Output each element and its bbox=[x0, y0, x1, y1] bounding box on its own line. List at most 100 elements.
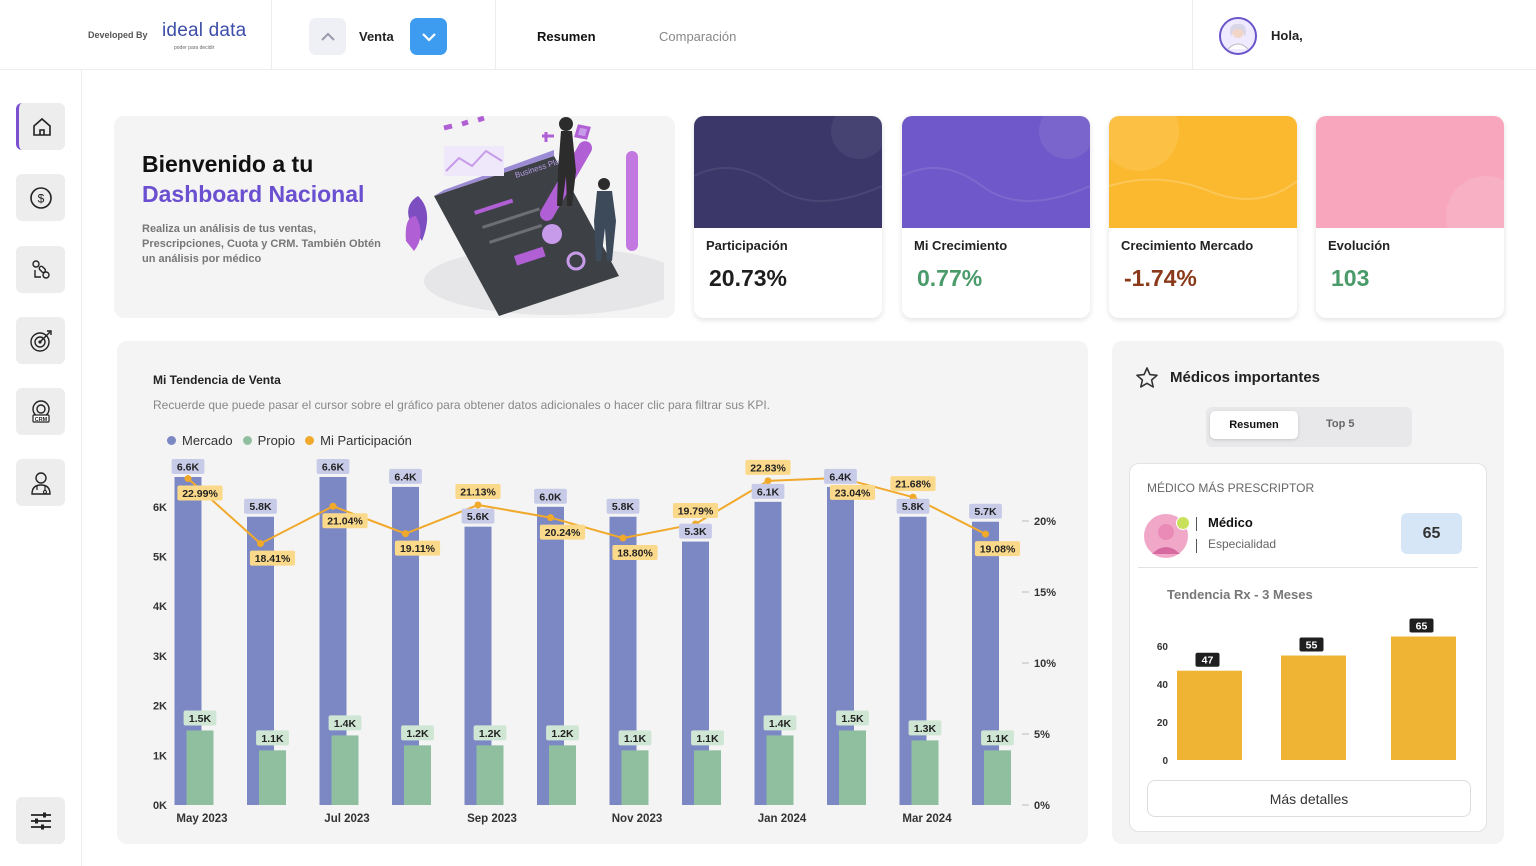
kpi-card-crecimiento-mercado[interactable]: Crecimiento Mercado -1.74% bbox=[1109, 116, 1297, 318]
welcome-card: Bienvenido a tu Dashboard Nacional Reali… bbox=[114, 116, 675, 318]
sidebar-item-home[interactable] bbox=[16, 103, 65, 150]
data-label-mercado-bg bbox=[606, 498, 640, 514]
data-label-mercado: 6.6K bbox=[177, 461, 200, 473]
data-label-propio-bg bbox=[618, 730, 652, 746]
doctor-rx-count: 65 bbox=[1401, 513, 1462, 554]
legend-marker bbox=[167, 436, 176, 445]
kpi-card-evolucion[interactable]: Evolución 103 bbox=[1316, 116, 1504, 318]
data-label-mercado-bg bbox=[316, 458, 350, 474]
sidebar-item-cuota[interactable] bbox=[16, 317, 65, 364]
bar-propio bbox=[766, 735, 794, 805]
data-label-participacion: 22.83% bbox=[750, 462, 786, 474]
sidebar-item-crm[interactable]: CRM bbox=[16, 388, 65, 435]
rx-trend-title: Tendencia Rx - 3 Meses bbox=[1167, 587, 1313, 602]
sidebar-item-ventas[interactable]: $ bbox=[16, 174, 65, 221]
sidebar-item-prescripciones[interactable] bbox=[16, 246, 65, 293]
point-participacion bbox=[619, 534, 627, 542]
data-label-propio-bg bbox=[763, 715, 797, 731]
data-label-mercado: 5.8K bbox=[249, 501, 272, 513]
next-section-button[interactable] bbox=[410, 18, 447, 55]
data-label-propio: 1.5K bbox=[189, 713, 212, 725]
data-label-mercado: 5.7K bbox=[974, 506, 997, 518]
bar-propio bbox=[984, 750, 1011, 805]
data-label-participacion: 19.79% bbox=[678, 505, 714, 517]
medicos-panel: Médicos importantes Resumen Top 5 MÉDICO… bbox=[1112, 341, 1504, 844]
data-label-propio-bg bbox=[908, 720, 942, 736]
bar-rx bbox=[1391, 636, 1456, 760]
kpi-title: Participación bbox=[706, 238, 788, 253]
data-label-propio: 1.2K bbox=[551, 728, 574, 740]
data-label-propio: 1.5K bbox=[841, 713, 864, 725]
legend-item-propio[interactable]: Propio bbox=[242, 433, 295, 448]
data-label-participacion-bg bbox=[829, 484, 876, 500]
data-label-mercado: 5.8K bbox=[612, 501, 635, 513]
data-label-participacion: 22.99% bbox=[182, 488, 218, 500]
data-label-propio: 1.1K bbox=[624, 733, 647, 745]
divider bbox=[1138, 567, 1478, 568]
wave-decoration bbox=[694, 116, 882, 202]
legend-marker bbox=[305, 436, 315, 445]
sidebar-settings-button[interactable] bbox=[16, 797, 65, 844]
developed-by-label: Developed By bbox=[88, 30, 148, 40]
company-logo: ideal data bbox=[162, 20, 247, 41]
data-label-participacion: 18.41% bbox=[255, 553, 291, 565]
data-label-mercado-bg bbox=[824, 468, 857, 484]
trend-title: Mi Tendencia de Venta bbox=[153, 373, 281, 387]
data-label-mercado-bg bbox=[244, 498, 277, 514]
chart-legend: Mercado Propio Mi Participación bbox=[167, 433, 412, 448]
sales-trend-chart[interactable]: 0K 1K 2K 3K 4K 5K 6K 0% 5% 10% 15% 20% 6.6K 1.5K 22.99… bbox=[117, 341, 1088, 844]
data-label-participacion-bg bbox=[672, 502, 719, 518]
bar-rx bbox=[1281, 655, 1346, 760]
data-label-rx: 55 bbox=[1306, 640, 1318, 652]
bar-propio bbox=[621, 750, 649, 805]
legend-item-participacion[interactable]: Mi Participación bbox=[305, 433, 412, 448]
kpi-card-mi-crecimiento[interactable]: Mi Crecimiento 0.77% bbox=[902, 116, 1090, 318]
y2-tick-label: 5% bbox=[1034, 729, 1050, 741]
data-label-mercado: 6.1K bbox=[757, 486, 780, 498]
data-label-propio: 1.1K bbox=[696, 733, 719, 745]
x-tick-label: Jan 2024 bbox=[758, 813, 807, 825]
kpi-value: 0.77% bbox=[917, 265, 983, 291]
sales-trend-panel: 0K 1K 2K 3K 4K 5K 6K 0% 5% 10% 15% 20% 6.6K 1.5K 22.99… bbox=[117, 341, 1088, 844]
sidebar-item-medicos[interactable] bbox=[16, 459, 65, 506]
y-tick-label: 0 bbox=[1162, 756, 1168, 767]
y-tick-label: 2K bbox=[153, 701, 167, 713]
data-label-propio-bg bbox=[401, 725, 434, 741]
kpi-card-participacion[interactable]: Participación 20.73% bbox=[694, 116, 882, 318]
x-tick-label: Nov 2023 bbox=[612, 813, 663, 825]
kpi-title: Crecimiento Mercado bbox=[1121, 238, 1254, 253]
kpi-title: Mi Crecimiento bbox=[914, 238, 1008, 253]
data-label-participacion-bg bbox=[890, 476, 936, 492]
data-label-participacion-bg bbox=[249, 550, 296, 566]
legend-marker bbox=[242, 436, 252, 445]
top-prescriber-card: MÉDICO MÁS PRESCRIPTOR Médico Especialid… bbox=[1129, 463, 1487, 832]
data-label-participacion-bg bbox=[612, 545, 658, 561]
legend-item-mercado[interactable]: Mercado bbox=[167, 433, 233, 448]
rx-trend-chart[interactable]: 0 20 40 60 47 55 65 bbox=[1130, 604, 1486, 774]
tab-comparacion[interactable]: Comparación bbox=[659, 29, 737, 44]
data-label-mercado-bg bbox=[461, 508, 495, 524]
data-label-mercado-bg bbox=[171, 458, 205, 474]
doctor-icon bbox=[30, 471, 51, 495]
data-label-mercado: 6.6K bbox=[322, 461, 345, 473]
welcome-title: Bienvenido a tu bbox=[142, 151, 314, 177]
more-details-button[interactable]: Más detalles bbox=[1147, 780, 1471, 817]
point-participacion bbox=[474, 501, 482, 509]
toggle-top5[interactable]: Top 5 bbox=[1326, 418, 1355, 430]
data-label-rx: 47 bbox=[1202, 655, 1214, 667]
user-avatar[interactable] bbox=[1219, 17, 1257, 55]
data-label-rx: 65 bbox=[1416, 621, 1428, 633]
crm-icon: CRM bbox=[31, 399, 50, 423]
y-tick-label: 3K bbox=[153, 651, 167, 663]
data-label-mercado: 6.4K bbox=[394, 471, 417, 483]
doctor-specialty: Especialidad bbox=[1208, 537, 1277, 551]
previous-section-button[interactable] bbox=[309, 18, 346, 55]
toggle-resumen[interactable]: Resumen bbox=[1210, 411, 1298, 439]
data-label-participacion: 21.13% bbox=[460, 486, 496, 498]
tab-resumen[interactable]: Resumen bbox=[537, 29, 596, 44]
data-label-participacion-bg bbox=[322, 513, 368, 529]
data-label-participacion: 21.68% bbox=[895, 479, 931, 491]
data-label-rx-bg bbox=[1299, 637, 1324, 652]
data-label-propio-bg bbox=[328, 715, 362, 731]
svg-text:CRM: CRM bbox=[34, 417, 47, 423]
